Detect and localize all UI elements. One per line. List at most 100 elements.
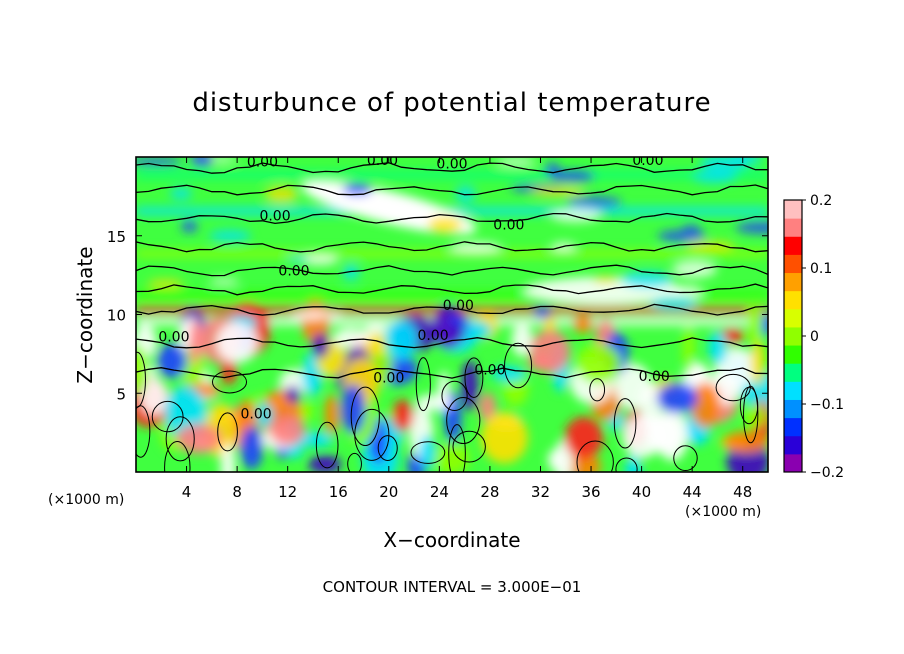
colorbar-cell bbox=[784, 399, 802, 419]
colorbar-tick-label: 0.2 bbox=[810, 193, 832, 209]
colorbar-cell bbox=[784, 236, 802, 255]
contour-loop bbox=[350, 386, 380, 447]
x-tick-label: 28 bbox=[480, 483, 499, 501]
contour-label: 0.00 bbox=[240, 407, 271, 423]
contour-label: 0.00 bbox=[247, 155, 278, 171]
contour-loop bbox=[410, 441, 446, 464]
x-tick-label: 24 bbox=[430, 483, 449, 501]
x-tick-label: 20 bbox=[379, 483, 398, 501]
contour-loop bbox=[315, 421, 339, 469]
y-axis-label: Z−coordinate bbox=[73, 246, 97, 383]
contour-label: 0.00 bbox=[639, 369, 670, 385]
contour-loop bbox=[211, 370, 248, 394]
colorbar-labels: 0.2 0.1 0 −0.1 −0.2 bbox=[802, 193, 844, 481]
colorbar-cell bbox=[784, 345, 802, 364]
contour-line bbox=[136, 212, 768, 225]
colorbar-tick-label: 0 bbox=[810, 329, 819, 345]
x-axis-label: X−coordinate bbox=[383, 528, 520, 552]
x-tick-label: 32 bbox=[531, 483, 550, 501]
contour-loop bbox=[504, 342, 533, 389]
contour-label: 0.00 bbox=[278, 263, 309, 279]
contour-line bbox=[136, 184, 768, 196]
contour-label: 0.00 bbox=[443, 298, 474, 314]
contour-loop bbox=[217, 412, 238, 452]
x-tick-label: 48 bbox=[733, 483, 752, 501]
contour-loop bbox=[164, 440, 191, 472]
x-tick-label: 36 bbox=[581, 483, 600, 501]
colorbar-cell bbox=[784, 272, 802, 292]
contour-loop bbox=[464, 357, 484, 398]
colorbar-cells bbox=[784, 200, 802, 473]
contour-line bbox=[136, 162, 768, 174]
colorbar-cell bbox=[784, 254, 802, 274]
field-bands bbox=[136, 157, 768, 472]
colorbar-cell bbox=[784, 417, 802, 437]
contour-label: 0.00 bbox=[474, 363, 505, 379]
colorbar-tick-label: −0.1 bbox=[810, 397, 844, 413]
contour-loop bbox=[452, 430, 486, 463]
colorbar-tick-label: −0.2 bbox=[810, 465, 844, 481]
x-tick-labels: 4 8 12 16 20 24 28 32 36 40 44 48 bbox=[182, 483, 752, 501]
x-tick-label: 40 bbox=[632, 483, 651, 501]
contour-loop bbox=[673, 445, 698, 472]
colorbar: 0.2 0.1 0 −0.1 −0.2 bbox=[783, 193, 844, 481]
contour-loop bbox=[589, 378, 606, 402]
colorbar-tick-label: 0.1 bbox=[810, 261, 832, 277]
contour-loop bbox=[715, 373, 751, 402]
contour-loop bbox=[136, 405, 151, 458]
contour-loop bbox=[347, 452, 362, 472]
colorbar-cell bbox=[784, 363, 802, 382]
contour-loop bbox=[615, 457, 638, 472]
contour-loop bbox=[446, 396, 481, 445]
contour-label: 0.00 bbox=[436, 156, 467, 172]
contour-loop bbox=[136, 351, 146, 408]
contour-line bbox=[136, 241, 768, 253]
x-tick-label: 4 bbox=[182, 483, 192, 501]
x-unit-label-left: (×1000 m) bbox=[48, 492, 124, 508]
y-tick-labels: 5 10 15 bbox=[107, 228, 126, 404]
contour-label: 0.00 bbox=[417, 328, 448, 344]
contour-label: 0.00 bbox=[158, 330, 189, 346]
contour-loop bbox=[576, 440, 614, 472]
contour-loop bbox=[613, 398, 637, 449]
y-tick-label: 15 bbox=[107, 228, 126, 246]
colorbar-cell bbox=[784, 435, 802, 455]
contour-label: 0.00 bbox=[367, 153, 398, 169]
contour-interval-note: CONTOUR INTERVAL = 3.000E−01 bbox=[323, 578, 582, 596]
contour-line bbox=[136, 303, 768, 316]
contour-label: 0.00 bbox=[632, 153, 663, 169]
contour-loop bbox=[377, 435, 398, 461]
contour-label: 0.00 bbox=[373, 371, 404, 387]
x-tick-label: 16 bbox=[329, 483, 348, 501]
colorbar-cell bbox=[784, 326, 802, 346]
contour-loop bbox=[354, 408, 390, 461]
contour-label: 0.00 bbox=[259, 208, 290, 224]
contour-label: 0.00 bbox=[493, 218, 524, 234]
contour-loop bbox=[165, 416, 195, 462]
contour-loop bbox=[448, 424, 466, 472]
y-tick-label: 5 bbox=[116, 385, 126, 403]
y-tick-label: 10 bbox=[107, 307, 126, 325]
contour-loop bbox=[151, 400, 184, 433]
colorbar-cell bbox=[784, 453, 802, 473]
colorbar-cell bbox=[784, 308, 802, 328]
contour-line bbox=[136, 337, 768, 349]
x-unit-label-right: (×1000 m) bbox=[685, 504, 761, 520]
plot-area: 0.00 0.00 0.00 0.00 0.00 0.00 0.00 0.00 0.00 0.00… bbox=[135, 153, 769, 473]
x-tick-label: 8 bbox=[232, 483, 242, 501]
colorbar-cell bbox=[784, 290, 802, 310]
contour-labels: 0.00 0.00 0.00 0.00 0.00 0.00 0.00 0.00 0.00 0.00… bbox=[158, 153, 670, 423]
colorbar-cell bbox=[784, 381, 802, 400]
contour-line bbox=[136, 283, 768, 296]
colorbar-cell bbox=[784, 218, 802, 237]
contour-line bbox=[136, 264, 768, 277]
x-tick-label: 44 bbox=[683, 483, 702, 501]
field-texture bbox=[136, 157, 768, 472]
chart-title: disturbunce of potential temperature bbox=[192, 88, 711, 118]
colorbar-cell bbox=[784, 200, 802, 219]
axis-ticks bbox=[136, 157, 768, 472]
contour-loop bbox=[441, 380, 468, 411]
x-tick-label: 12 bbox=[278, 483, 297, 501]
contour-lines bbox=[136, 162, 768, 472]
